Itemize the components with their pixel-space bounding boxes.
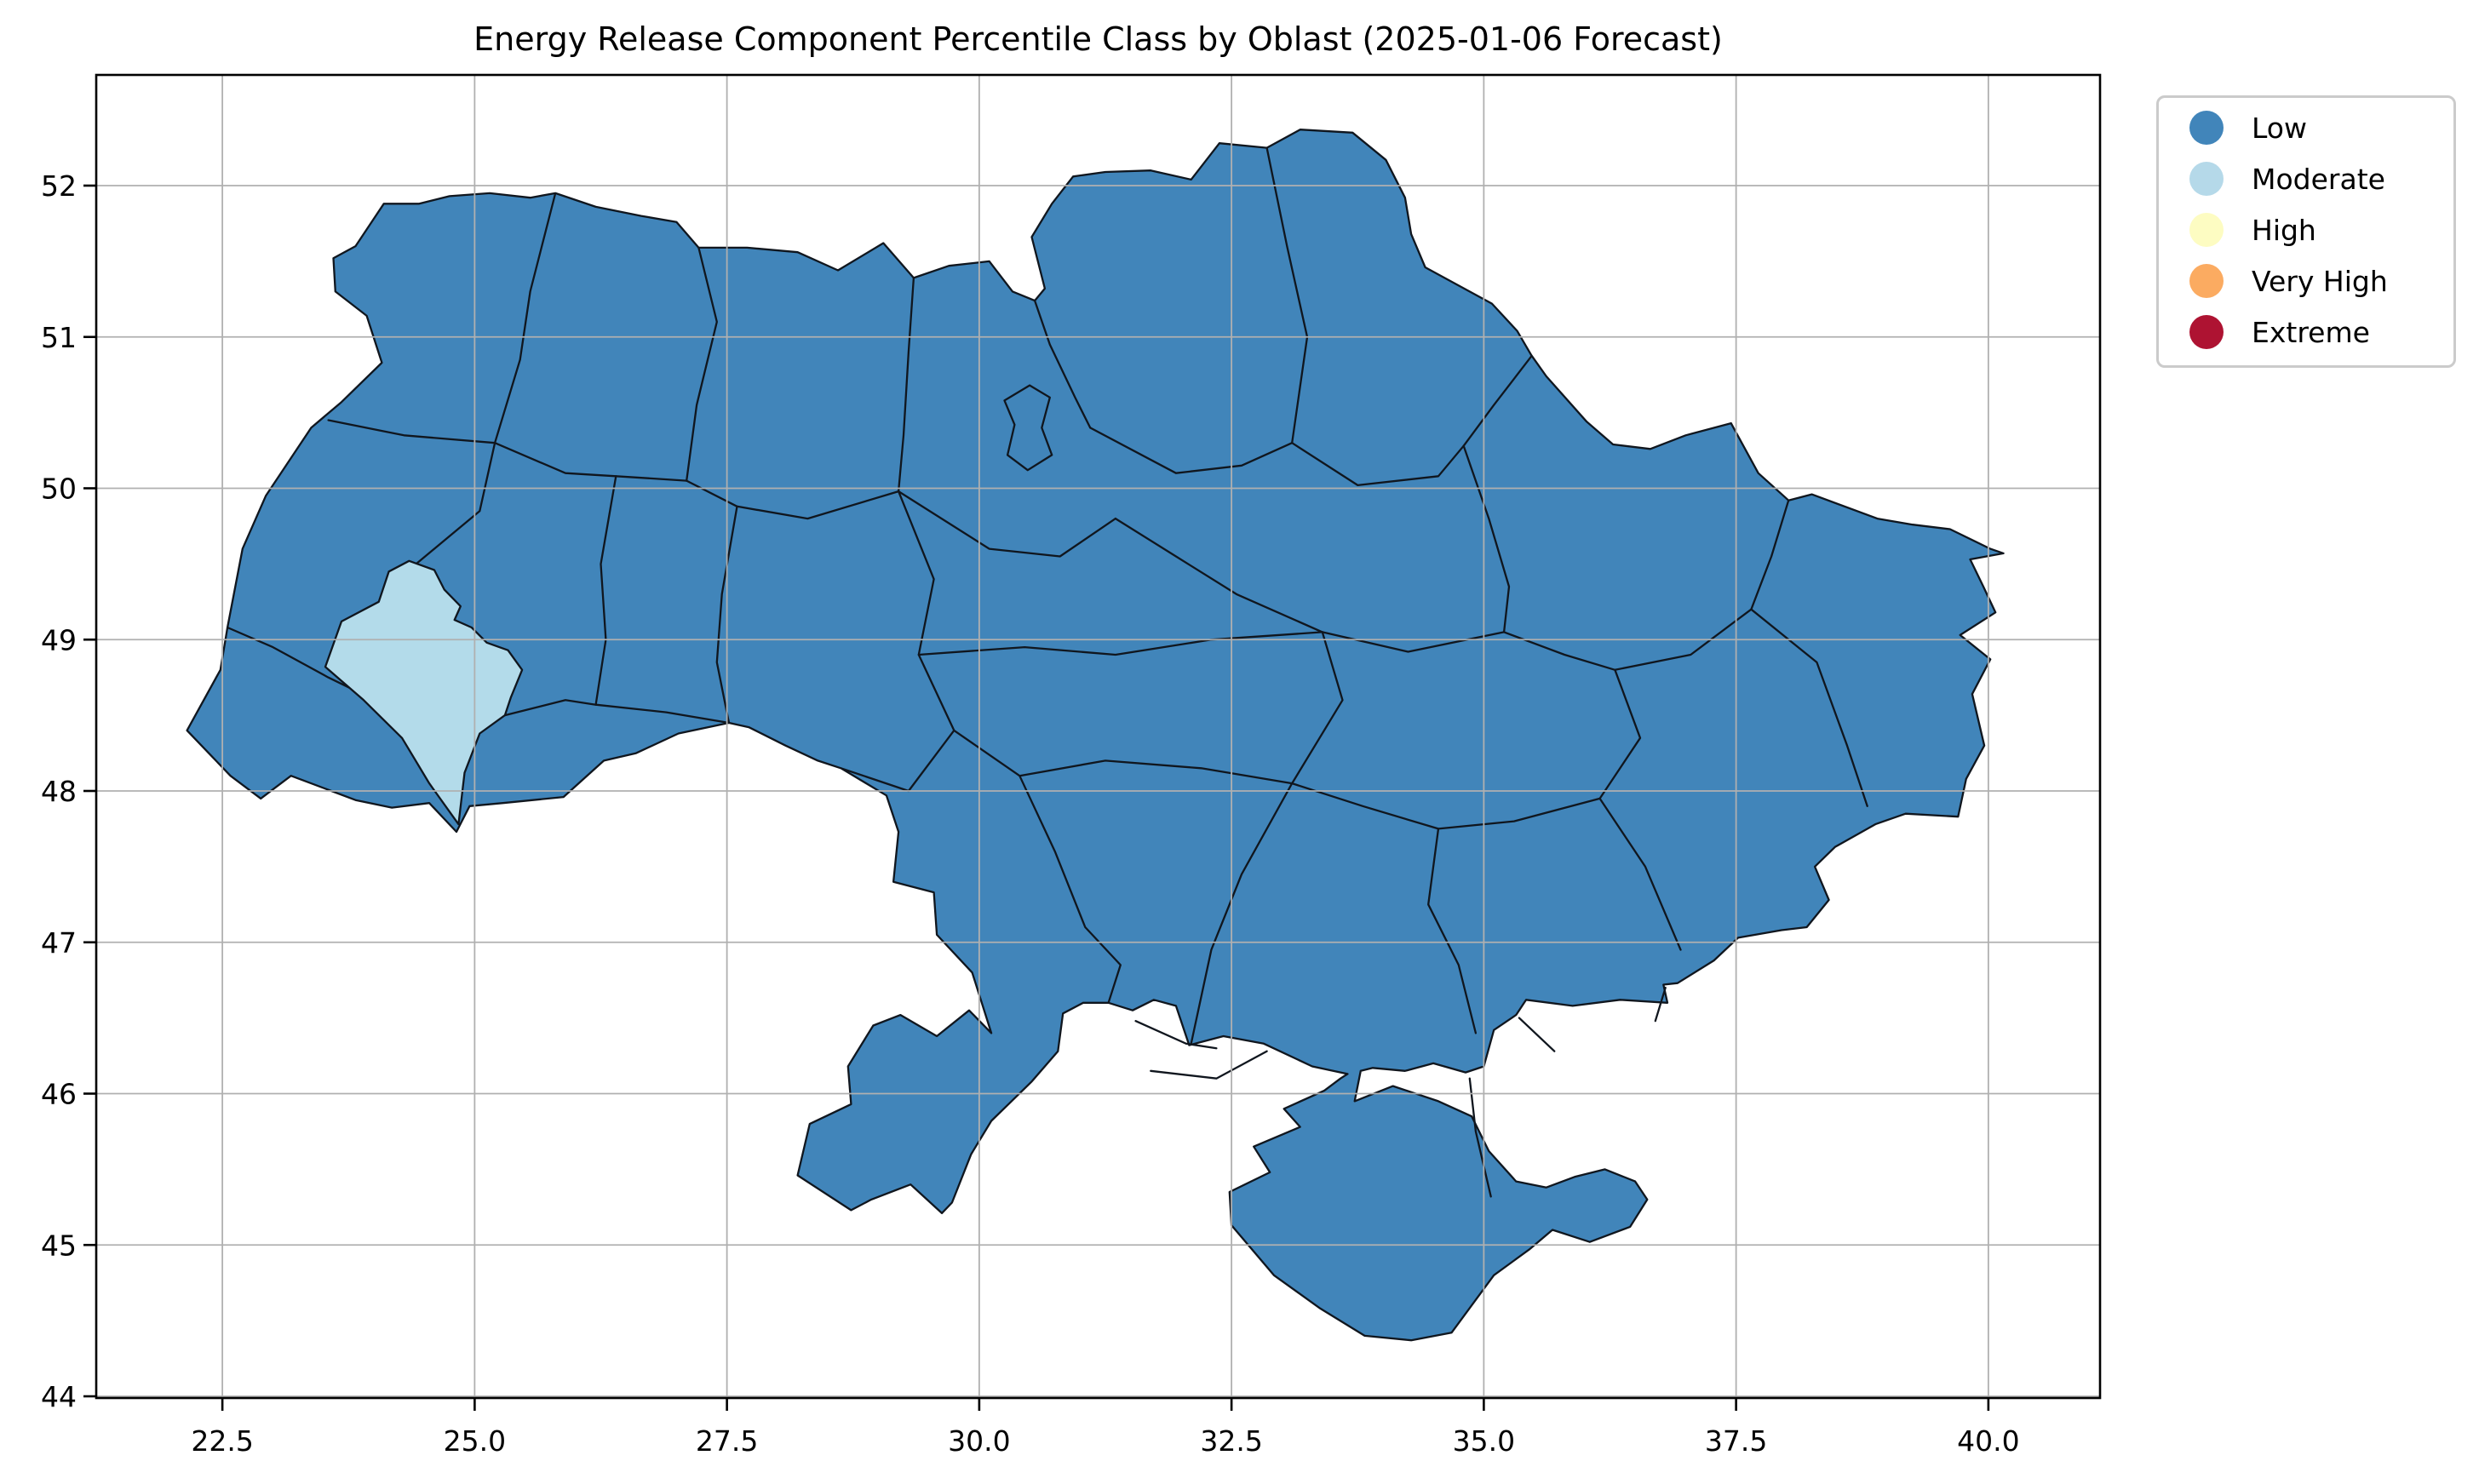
x-tick-label: 32.5 (1200, 1424, 1262, 1458)
legend-class-label: Low (2252, 111, 2307, 145)
coastal-spit (1518, 1017, 1556, 1052)
oblast-border-line (1614, 608, 1753, 671)
x-tick-label: 35.0 (1453, 1424, 1515, 1458)
moderate-oblast (324, 559, 524, 826)
oblast-border-line (1598, 797, 1682, 951)
oblast-border-line (686, 246, 718, 482)
oblast-border-line (327, 419, 688, 482)
oblast-border-line (1750, 499, 1790, 610)
oblast-border-line (917, 631, 1323, 656)
legend-class-swatch (2189, 111, 2224, 145)
axes-spines (95, 73, 2102, 1400)
y-tick-label: 45 (41, 1229, 77, 1262)
oblast-border-line (1033, 299, 1092, 429)
oblast-border-line (503, 699, 731, 725)
x-tick-label: 30.0 (948, 1424, 1010, 1458)
oblast-border-line (493, 192, 557, 444)
oblast-border-line (415, 442, 496, 565)
legend: Low Moderate High Very High Extreme (2156, 95, 2456, 368)
oblast-border-line (897, 277, 915, 493)
oblast-border-line (897, 490, 955, 732)
legend-class-label: Moderate (2252, 162, 2385, 196)
oblast-border-line (1462, 353, 1534, 447)
legend-entry: Extreme (2159, 307, 2453, 358)
oblast-border-line (1291, 631, 1344, 785)
tick-layer: 22.5 25.0 27.5 30.0 32.5 35.0 37.5 40.0 44 45 46 47… (41, 169, 2020, 1458)
oblast-border-line (715, 505, 738, 725)
map-layer (186, 129, 2005, 1342)
legend-class-label: Extreme (2252, 315, 2370, 349)
legend-entry: Moderate (2159, 153, 2453, 204)
oblast-border-line (1114, 517, 1323, 633)
x-tick-label: 40.0 (1957, 1424, 2019, 1458)
y-tick-label: 47 (41, 926, 77, 960)
oblast-border-line (1019, 775, 1122, 1004)
y-tick-label: 50 (41, 473, 77, 506)
coastal-spit (1150, 1050, 1268, 1080)
kyiv-city-outline (1003, 384, 1053, 472)
legend-class-label: High (2252, 213, 2316, 247)
y-tick-label: 44 (41, 1380, 77, 1413)
oblast-border-line (1190, 782, 1294, 1045)
oblast-border-line (1462, 444, 1511, 633)
oblast-border-line (1427, 828, 1478, 1034)
oblast-border-line (897, 490, 1117, 558)
legend-class-swatch (2189, 264, 2224, 298)
y-tick-label: 46 (41, 1078, 77, 1111)
gridlines (96, 75, 2100, 1398)
oblast-border-line (1291, 442, 1465, 487)
legend-class-swatch (2189, 315, 2224, 349)
oblast-border-line (1598, 668, 1642, 800)
oblast-border-line (1089, 427, 1294, 474)
legend-class-swatch (2189, 213, 2224, 247)
x-tick-label: 37.5 (1705, 1424, 1767, 1458)
oblast-border-line (1750, 608, 1868, 807)
legend-entry: Very High (2159, 255, 2453, 307)
x-tick-label: 25.0 (444, 1424, 506, 1458)
coastal-spit (1134, 1020, 1218, 1050)
coastal-spit (1654, 986, 1667, 1023)
plot-title: Energy Release Component Percentile Clas… (473, 20, 1723, 58)
oblast-border-line (1265, 146, 1309, 444)
legend-class-swatch (2189, 162, 2224, 196)
legend-entry: Low (2159, 102, 2453, 153)
legend-entry: High (2159, 204, 2453, 255)
x-tick-label: 22.5 (191, 1424, 253, 1458)
oblast-border-line (686, 479, 900, 520)
oblast-border-line (594, 475, 617, 706)
x-tick-label: 27.5 (696, 1424, 758, 1458)
oblast-border-line (1321, 631, 1506, 653)
y-tick-label: 52 (41, 169, 77, 203)
y-tick-label: 51 (41, 321, 77, 354)
y-tick-label: 48 (41, 775, 77, 808)
legend-class-label: Very High (2252, 264, 2388, 298)
y-tick-label: 49 (41, 623, 77, 656)
coastal-spit (1468, 1077, 1492, 1198)
